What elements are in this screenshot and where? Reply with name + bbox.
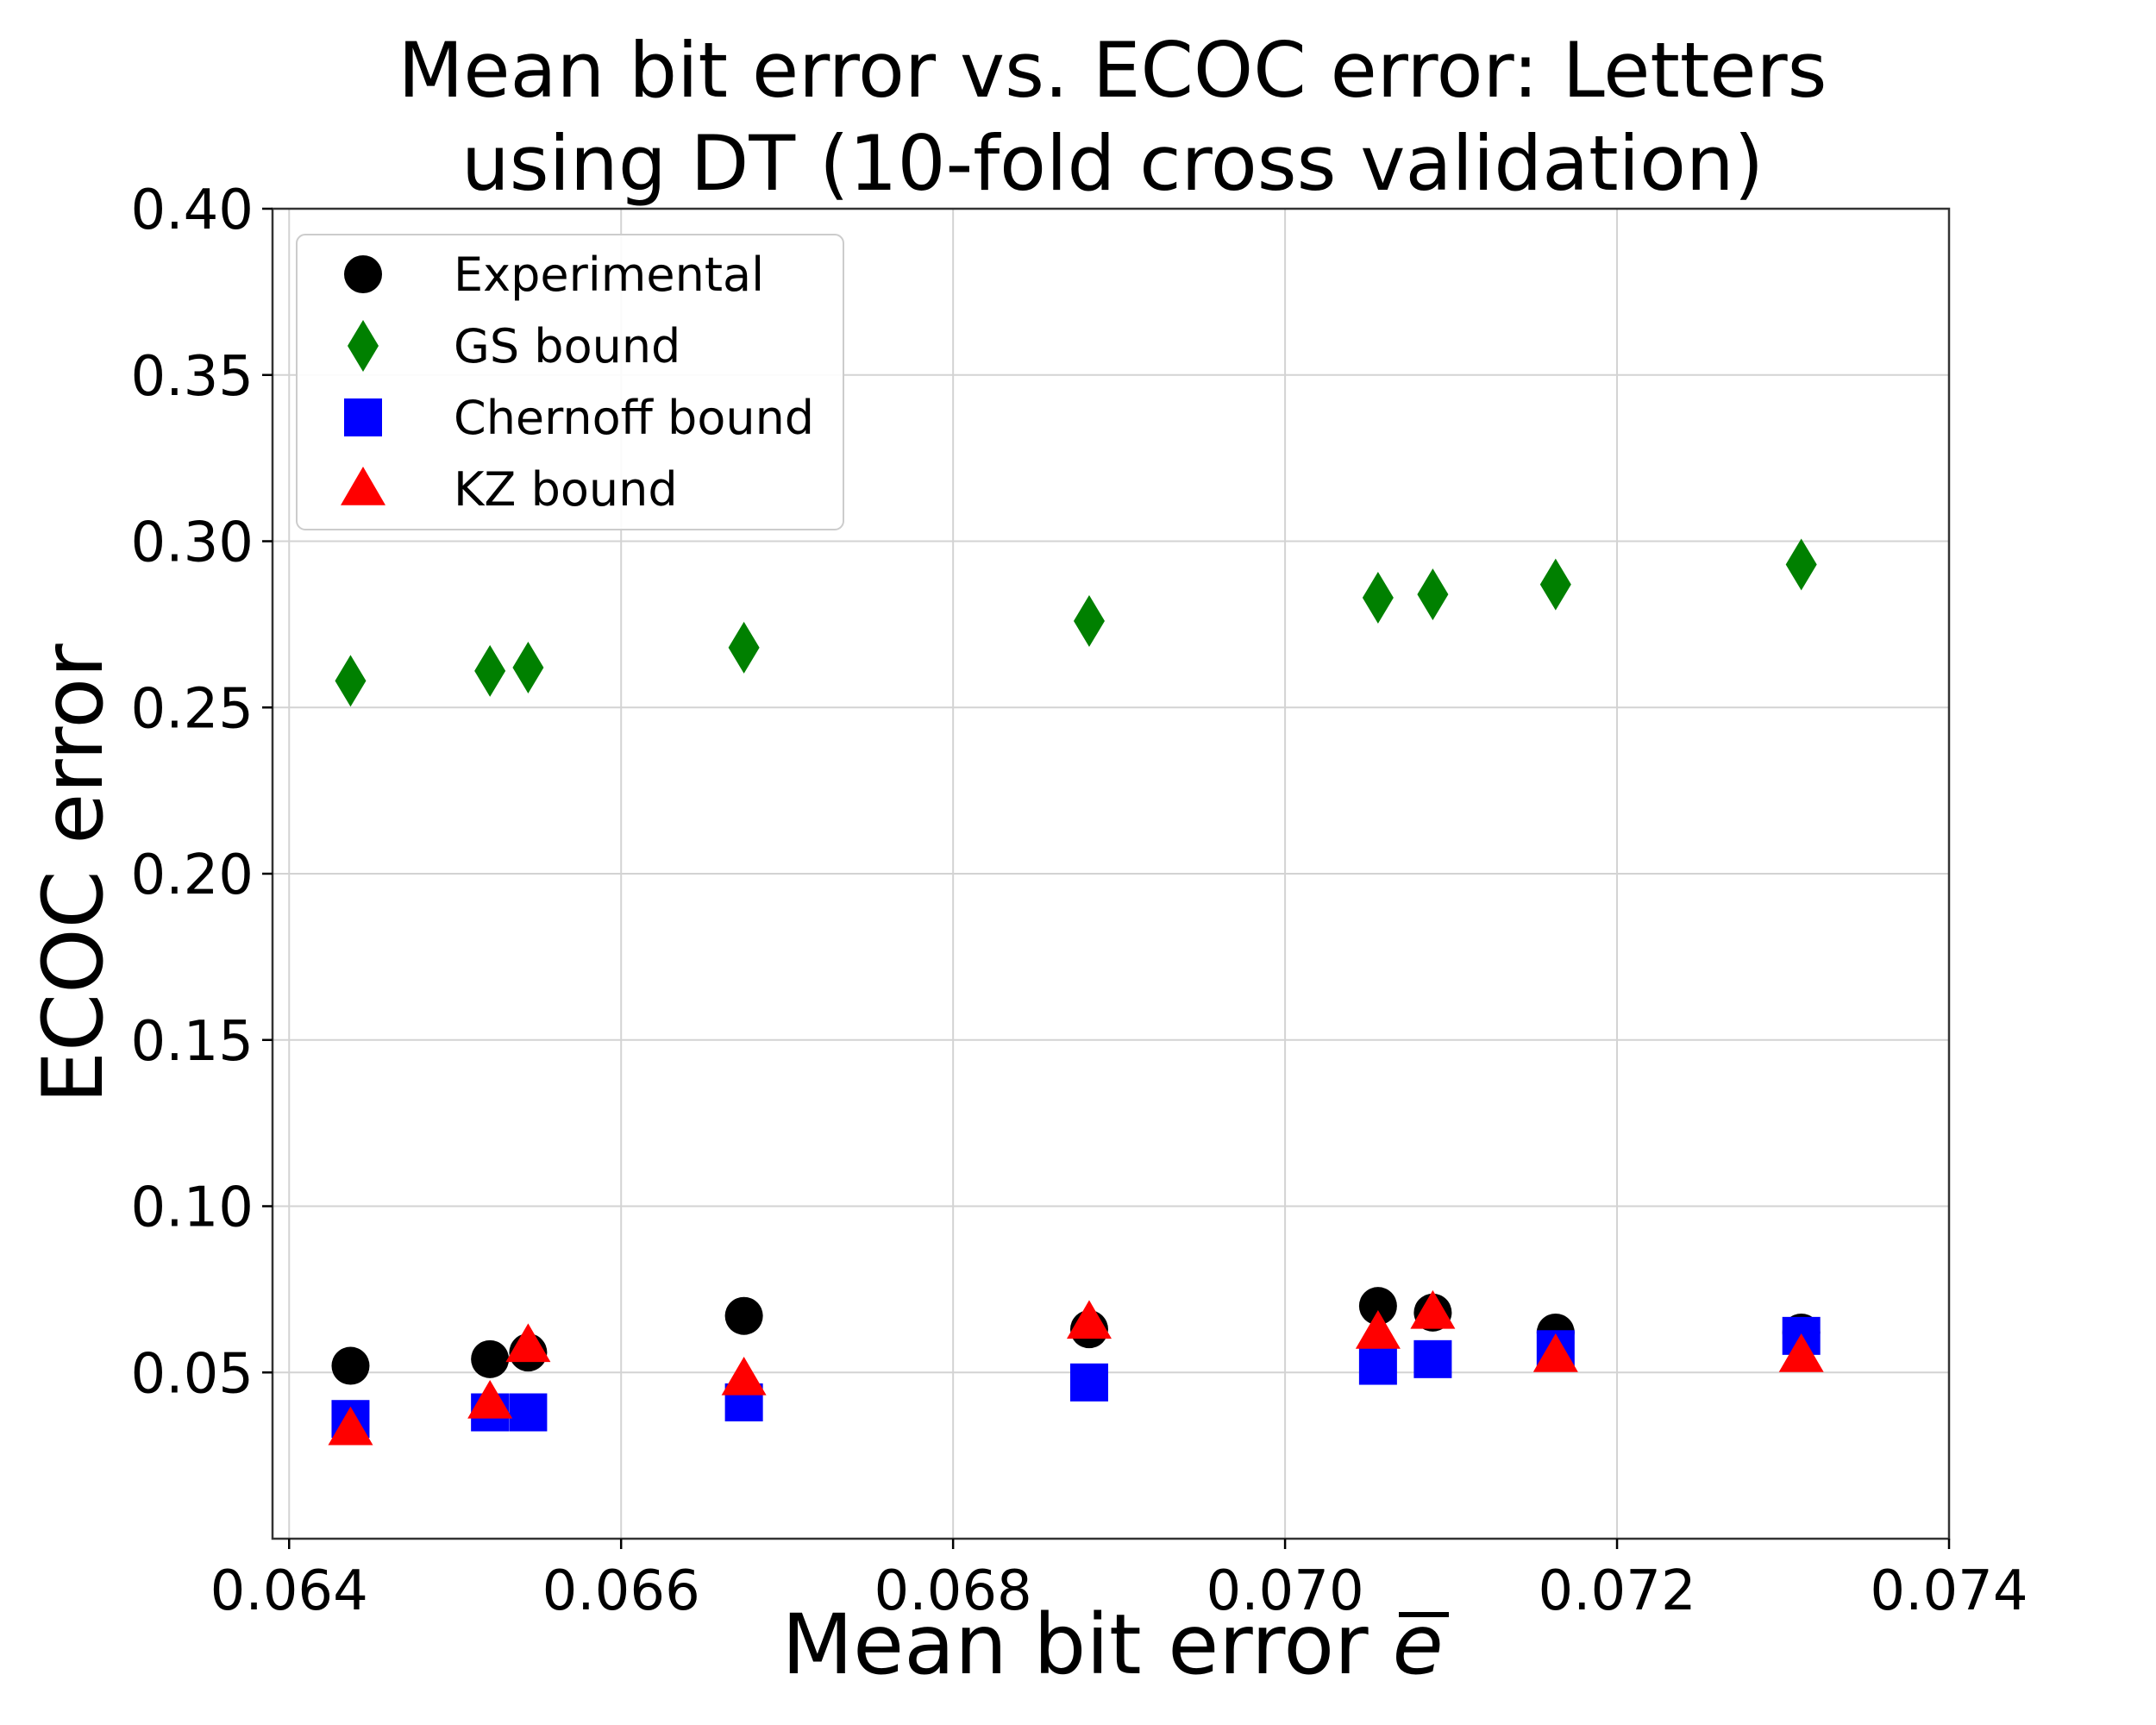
kz-bound-point (467, 1379, 513, 1419)
legend: Experimental GS bound Chernoff bound KZ bou… (296, 234, 844, 530)
x-tick-label: 0.066 (542, 1559, 700, 1623)
gs-bound-point (1539, 558, 1571, 611)
x-axis-label-symbol: e (1393, 1596, 1444, 1693)
legend-marker-kz-bound (341, 467, 385, 505)
gs-bound-point (1362, 572, 1394, 624)
x-tick-label: 0.072 (1538, 1559, 1695, 1623)
data-points (328, 538, 1824, 1446)
legend-label-gs-bound: GS bound (454, 319, 680, 373)
x-axis-label-text: Mean bit error (781, 1596, 1369, 1693)
y-tick-label: 0.10 (131, 1176, 254, 1240)
gs-bound-point (512, 641, 544, 693)
legend-label-chernoff-bound: Chernoff bound (454, 391, 814, 445)
x-tick-label: 0.064 (210, 1559, 368, 1623)
legend-marker-experimental (344, 255, 382, 293)
chart-title-line-2: using DT (10-fold cross validation) (461, 119, 1764, 208)
gs-bound-point (1417, 568, 1449, 621)
kz-bound-point (1778, 1333, 1824, 1372)
kz-bound-point (1066, 1300, 1112, 1339)
gs-bound-point (335, 655, 367, 707)
experimental-point (471, 1339, 510, 1378)
kz-bound-point (721, 1356, 767, 1396)
gs-bound-point (474, 644, 506, 697)
kz-bound-point (328, 1406, 373, 1446)
legend-marker-gs-bound (348, 320, 379, 372)
chernoff-bound-point (1358, 1346, 1397, 1385)
gs-bound-point (728, 621, 760, 674)
y-tick-label: 0.40 (131, 179, 254, 242)
y-tick-label: 0.30 (131, 511, 254, 575)
chernoff-bound-point (509, 1393, 548, 1432)
y-axis-label: ECOC error (25, 643, 122, 1104)
kz-bound-point (1355, 1309, 1401, 1349)
y-tick-label: 0.20 (131, 844, 254, 907)
legend-label-kz-bound: KZ bound (454, 462, 678, 517)
experimental-point (1358, 1287, 1397, 1326)
experimental-point (331, 1346, 370, 1385)
axis-ticks: 0.064 0.066 0.068 0.070 0.072 0.074 0.05 0.10 0.… (131, 179, 2028, 1623)
x-tick-label: 0.068 (874, 1559, 1032, 1623)
x-axis-label: Mean bit error e (781, 1596, 1443, 1693)
chernoff-bound-point (1069, 1363, 1108, 1402)
chernoff-bound-point (1413, 1339, 1452, 1378)
y-tick-label: 0.15 (131, 1010, 254, 1074)
legend-label-experimental: Experimental (454, 248, 764, 302)
kz-bound-point (1410, 1289, 1456, 1329)
y-tick-label: 0.35 (131, 345, 254, 409)
legend-box (296, 234, 844, 530)
kz-bound-point (505, 1323, 551, 1363)
x-tick-label: 0.070 (1206, 1559, 1363, 1623)
x-tick-label: 0.074 (1870, 1559, 2028, 1623)
y-tick-label: 0.25 (131, 677, 254, 741)
y-tick-label: 0.05 (131, 1342, 254, 1406)
gs-bound-point (1073, 595, 1105, 648)
legend-marker-chernoff-bound (344, 398, 382, 436)
gs-bound-point (1785, 538, 1817, 591)
chart-title-line-1: Mean bit error vs. ECOC error: Letters (398, 26, 1827, 115)
kz-bound-point (1532, 1333, 1578, 1372)
experimental-point (724, 1296, 763, 1335)
